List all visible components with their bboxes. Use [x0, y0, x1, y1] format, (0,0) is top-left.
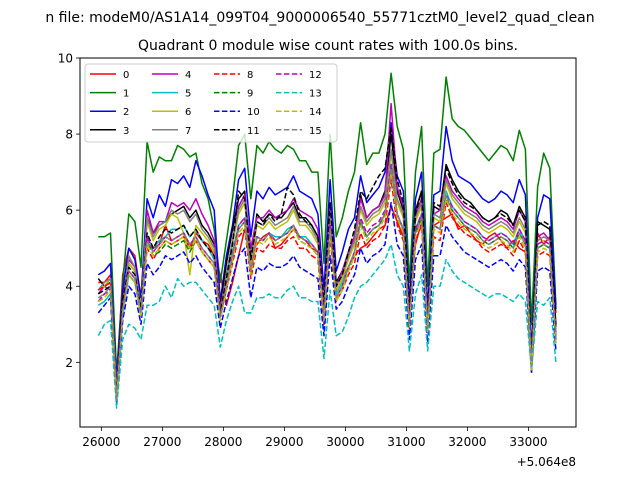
y-tick-label: 6	[65, 204, 73, 218]
series-line-1	[98, 72, 557, 375]
x-tick-label: 27000	[143, 435, 181, 449]
legend-label: 15	[309, 126, 322, 137]
x-tick-label: 32000	[448, 435, 486, 449]
series-layer	[97, 72, 557, 409]
series-line-10	[97, 201, 557, 405]
x-tick-label: 26000	[82, 435, 120, 449]
legend-label: 14	[309, 107, 322, 118]
series-line-2	[97, 121, 557, 383]
x-tick-label: 28000	[204, 435, 242, 449]
x-tick-label: 30000	[326, 435, 364, 449]
legend-label: 3	[123, 126, 129, 137]
x-tick-label: 33000	[509, 435, 547, 449]
legend-label: 8	[247, 70, 253, 81]
series-line-13	[97, 243, 557, 409]
legend-label: 11	[247, 126, 260, 137]
legend-label: 4	[185, 70, 191, 81]
legend-label: 9	[247, 89, 253, 100]
plot-area: 26000 27000 28000 29000 30000 31000 32000 33000…	[58, 52, 577, 469]
y-tick-label: 10	[58, 52, 73, 66]
y-axis: 2 4 6 8 10	[58, 52, 80, 370]
chart-title: Quadrant 0 module wise count rates with …	[138, 38, 518, 54]
legend-label: 5	[185, 89, 191, 100]
x-tick-label: 31000	[387, 435, 425, 449]
y-tick-label: 8	[65, 128, 73, 142]
x-tick-label: 29000	[265, 435, 303, 449]
series-line-15	[97, 167, 557, 402]
legend-label: 7	[185, 126, 191, 137]
y-tick-label: 2	[65, 356, 73, 370]
legend-label: 12	[309, 70, 322, 81]
legend-label: 13	[309, 89, 322, 100]
legend-label: 0	[123, 70, 129, 81]
legend-label: 2	[123, 107, 129, 118]
legend-label: 10	[247, 107, 260, 118]
figure-suptitle: n file: modeM0/AS1A14_099T04_9000006540_…	[45, 10, 594, 26]
legend-box	[84, 63, 338, 143]
x-axis: 26000 27000 28000 29000 30000 31000 32000 33000	[82, 427, 548, 449]
legend-label: 1	[123, 89, 129, 100]
legend-label: 6	[185, 107, 191, 118]
axes-frame	[79, 57, 577, 428]
y-tick-label: 4	[65, 280, 73, 294]
x-offset-label: +5.064e8	[517, 455, 576, 469]
series-line-11	[97, 125, 557, 398]
